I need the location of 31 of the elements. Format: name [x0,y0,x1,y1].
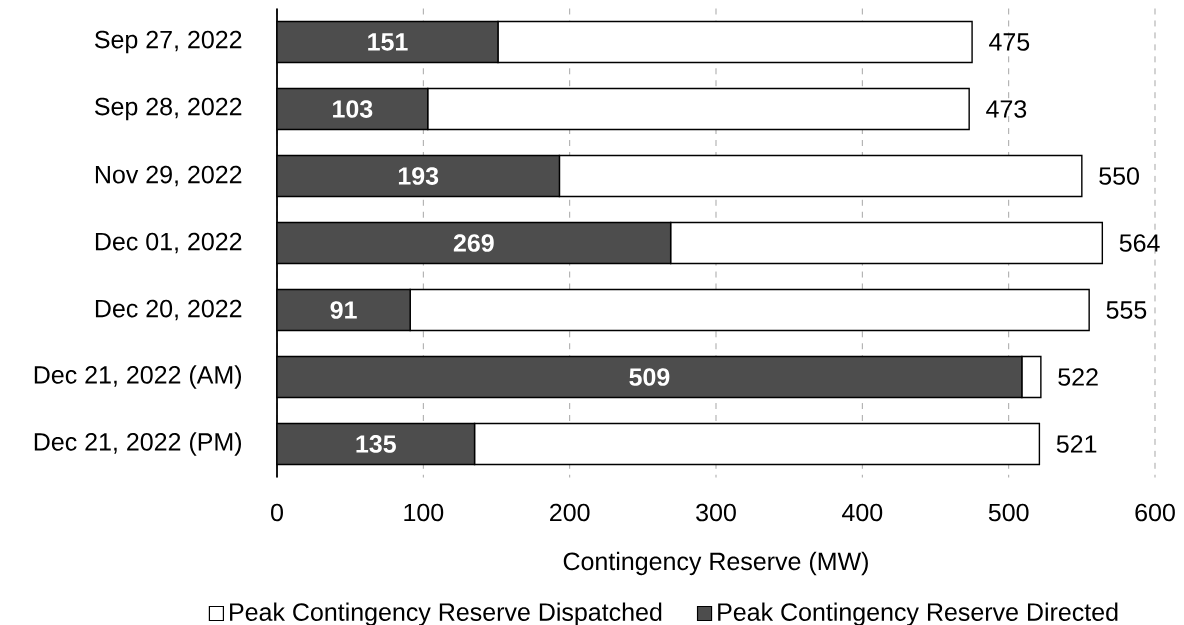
y-tick-label: Dec 20, 2022 [95,299,242,321]
x-tick-label: 100 [404,503,444,522]
x-tick-label: 300 [696,503,736,522]
data-label: 509 [629,368,670,386]
y-tick-label: Sep 28, 2022 [94,97,242,121]
legend-label: Peak Contingency Reserve Dispatched [230,602,662,625]
data-label: 269 [453,234,494,252]
total-label: 475 [989,33,1030,51]
y-tick-label: Dec 21, 2022 (PM) [34,432,242,456]
x-tick-label: 400 [842,503,883,522]
total-label: 555 [1106,301,1147,319]
x-axis-title: Contingency Reserve (MW) [563,551,868,576]
legend-label: Peak Contingency Reserve Directed [718,602,1118,625]
data-label: 91 [330,301,357,319]
total-label: 550 [1099,167,1139,185]
x-tick-label: 0 [271,503,283,522]
y-tick-label: Nov 29, 2022 [95,165,242,187]
y-tick-label: Dec 21, 2022 (AM) [34,365,242,389]
x-tick-label: 600 [1135,503,1175,522]
data-label: 103 [333,100,373,118]
data-label: 193 [398,167,439,185]
total-label: 521 [1056,435,1097,453]
total-label: 473 [986,100,1027,118]
data-label: 135 [356,435,396,453]
total-label: 522 [1058,368,1098,386]
y-tick-label: Sep 27, 2022 [94,30,242,54]
x-tick-label: 200 [550,503,590,522]
data-label: 151 [368,33,408,51]
total-label: 564 [1119,234,1160,252]
x-tick-label: 500 [988,503,1029,522]
y-tick-label: Dec 01, 2022 [95,232,242,254]
